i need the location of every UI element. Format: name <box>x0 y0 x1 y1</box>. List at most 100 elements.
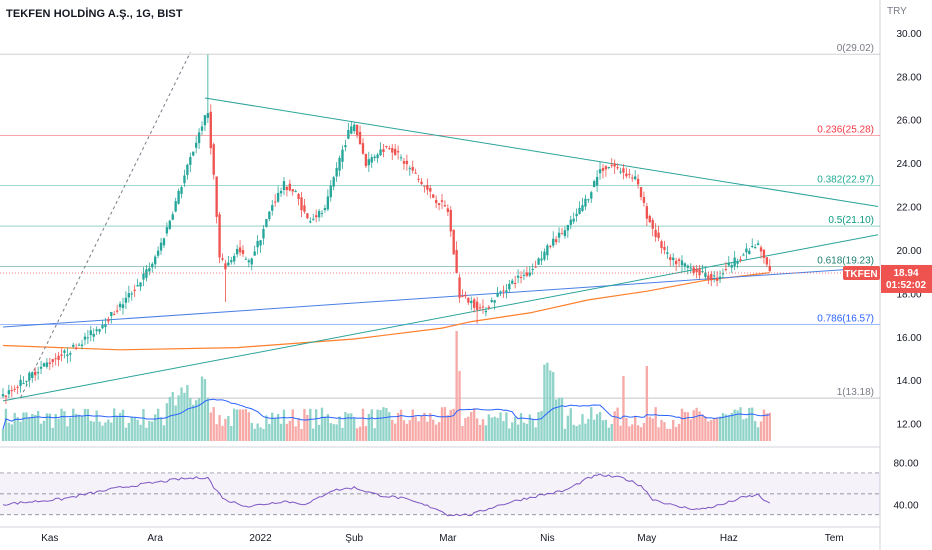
fib-level-label: 1(13.18) <box>837 387 874 398</box>
volume-bar <box>230 425 233 441</box>
candle-body <box>540 258 543 261</box>
volume-bar <box>628 426 631 441</box>
candle-body <box>69 353 72 355</box>
candle-body <box>394 148 397 155</box>
volume-bar <box>669 428 672 441</box>
countdown-label: 01:52:02 <box>886 280 926 291</box>
candle-body <box>28 372 31 381</box>
candle-body <box>98 329 101 332</box>
candle-body <box>601 168 605 171</box>
volume-bar <box>399 409 403 441</box>
candle-body <box>34 371 37 376</box>
candle-body <box>593 181 596 187</box>
candle-body <box>7 390 11 395</box>
volume-bar <box>282 409 286 441</box>
y-tick-label: 12.00 <box>896 420 921 431</box>
volume-bar <box>113 408 116 441</box>
candle-body <box>197 132 201 144</box>
candle-body <box>54 358 57 360</box>
volume-bar <box>218 415 221 441</box>
candle-body <box>80 344 84 346</box>
candle-body <box>332 177 335 187</box>
candle-body <box>484 310 488 313</box>
candle-body <box>686 265 690 268</box>
candle-body <box>522 274 526 276</box>
volume-bar <box>724 414 728 441</box>
volume-bar <box>516 424 520 441</box>
volume-bar <box>124 427 128 441</box>
volume-bar <box>654 407 657 441</box>
volume-bar <box>241 409 245 441</box>
volume-bar <box>186 384 189 441</box>
candle-body <box>259 240 262 246</box>
candle-body <box>376 154 379 159</box>
candle-body <box>537 258 540 265</box>
volume-bar <box>715 418 719 441</box>
candle-body <box>89 330 92 336</box>
volume-bar <box>69 417 72 441</box>
volume-bar <box>519 413 523 441</box>
volume-bar <box>7 422 11 441</box>
rsi-line <box>2 473 771 517</box>
volume-bar <box>209 412 212 441</box>
volume-bar <box>475 418 479 441</box>
candle-body <box>171 214 174 220</box>
volume-bar <box>48 413 51 441</box>
volume-bar <box>704 416 707 441</box>
volume-bar <box>80 416 84 441</box>
candle-body <box>373 156 376 159</box>
volume-bar <box>713 418 716 441</box>
volume-bar <box>180 387 183 441</box>
candle-body <box>355 124 359 136</box>
candle-body <box>581 205 584 211</box>
volume-bar <box>499 412 502 441</box>
volume-bar <box>601 420 605 441</box>
candle-body <box>692 267 695 274</box>
volume-bar <box>274 418 277 441</box>
volume-bar <box>636 425 640 441</box>
volume-bar <box>171 392 174 441</box>
volume-bar <box>522 422 526 441</box>
volume-bar <box>154 414 157 441</box>
volume-bar <box>51 427 54 441</box>
volume-bar <box>306 414 309 441</box>
candle-body <box>209 111 212 149</box>
volume-bar <box>183 392 186 441</box>
volume-bar <box>221 425 224 441</box>
volume-bar <box>54 413 57 441</box>
candle-body <box>341 149 344 162</box>
y-tick-label: 30.00 <box>896 29 921 40</box>
y-tick-label: 22.00 <box>896 203 921 214</box>
volume-bar <box>203 379 207 441</box>
candle-body <box>285 186 289 191</box>
candle-body <box>645 206 649 219</box>
volume-bar <box>461 426 464 441</box>
candle-body <box>335 167 338 177</box>
candle-body <box>707 275 710 279</box>
volume-bar <box>72 408 75 441</box>
volume-bar <box>83 408 87 441</box>
candle-body <box>566 224 570 231</box>
candle-body <box>636 178 640 185</box>
candle-body <box>367 159 371 166</box>
candle-body <box>595 176 599 186</box>
volume-bar <box>34 415 37 441</box>
candle-body <box>724 269 728 271</box>
candle-body <box>683 263 687 267</box>
volume-bar <box>607 427 610 441</box>
volume-bar <box>98 421 101 441</box>
y-tick-label: 20.00 <box>896 246 921 257</box>
y-tick-label: 16.00 <box>896 333 921 344</box>
x-tick-label: Nis <box>540 533 554 544</box>
volume-bar <box>309 408 312 441</box>
volume-bar <box>434 424 438 441</box>
volume-bar <box>756 427 760 441</box>
volume-bar <box>373 428 376 441</box>
candle-body <box>481 306 485 308</box>
candle-body <box>288 183 291 191</box>
volume-bar <box>28 417 31 441</box>
volume-bar <box>133 417 136 441</box>
rsi-y-tick-label: 40.00 <box>893 500 918 511</box>
volume-bar <box>639 427 643 441</box>
